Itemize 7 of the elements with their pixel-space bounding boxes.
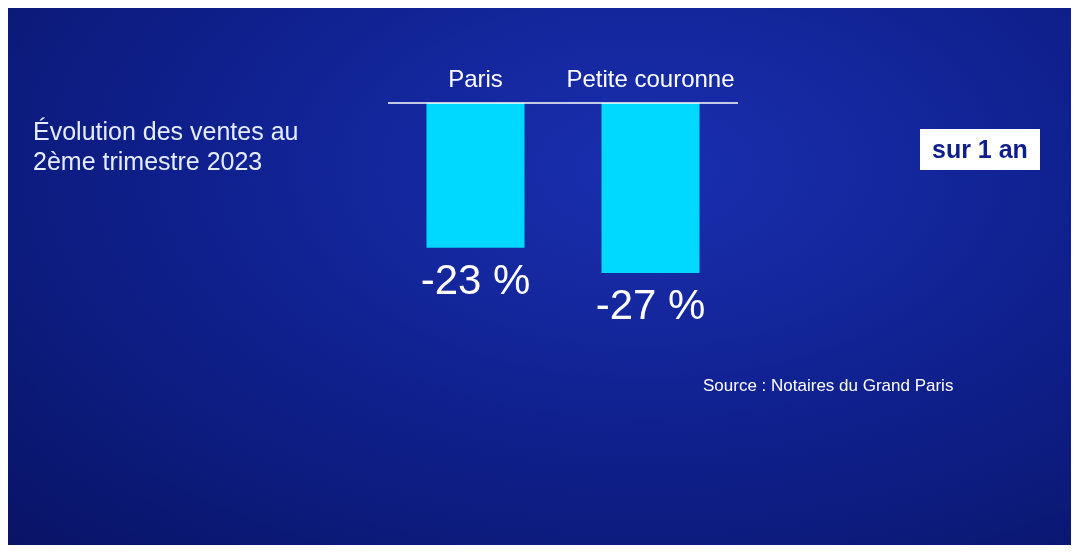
x-tick-label: Petite couronne bbox=[566, 65, 735, 92]
source-note: Source : Notaires du Grand Paris bbox=[703, 376, 954, 396]
x-tick-label: Paris bbox=[448, 65, 503, 92]
data-label: -23 % bbox=[420, 255, 531, 303]
text: sur 1 an bbox=[920, 129, 1040, 170]
text: Évolution des ventes au 2ème trimestre 2023 bbox=[33, 116, 300, 176]
data-label: -27 % bbox=[595, 281, 706, 328]
